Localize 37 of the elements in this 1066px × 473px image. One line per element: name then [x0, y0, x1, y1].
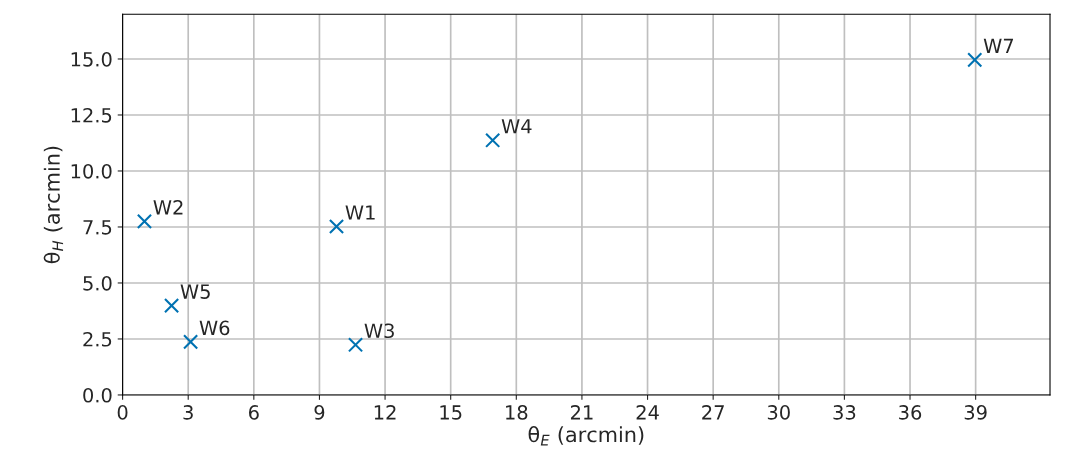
point	[485, 132, 501, 148]
point	[136, 213, 153, 229]
y-tick-label: 15.0	[71, 51, 112, 67]
annotation: W7	[983, 38, 1014, 53]
y-tick-label: 2.5	[83, 331, 112, 347]
x-tick-label: 33	[833, 405, 856, 420]
x-tick-label: 36	[899, 405, 922, 420]
point	[328, 218, 345, 235]
annotation: W4	[501, 119, 532, 134]
annotation: W1	[345, 205, 375, 220]
y-tick-label: 10.0	[71, 163, 112, 179]
x-axis-title: θ$_{E}$ (arcmin)	[528, 426, 644, 446]
annotation: W5	[180, 284, 210, 299]
x-tick-label: 39	[964, 405, 987, 420]
point	[347, 337, 364, 353]
x-tick-label: 6	[249, 405, 259, 420]
x-tick-label: 21	[570, 405, 593, 420]
point	[967, 52, 983, 68]
x-tick-label: 30	[767, 405, 790, 420]
x-tick-label: 18	[506, 405, 528, 420]
point	[163, 297, 180, 314]
x-tick-label: 9	[314, 405, 325, 420]
y-tick-label: 12.5	[71, 107, 112, 123]
x-tick-label: 12	[374, 405, 396, 420]
annotation: W3	[364, 323, 394, 339]
y-axis-title: θ$_{H}$ (arcmin)	[43, 146, 64, 264]
x-tick-label: 15	[440, 405, 462, 420]
x-tick-label: 3	[183, 405, 193, 420]
y-tick-label: 5.0	[83, 275, 112, 291]
x-tick-label: 27	[702, 405, 724, 420]
x-tick-label: 0	[117, 405, 128, 420]
point	[182, 334, 199, 350]
annotation: W2	[153, 200, 183, 215]
y-tick-label: 7.5	[83, 220, 112, 235]
y-tick-label: 0.0	[83, 387, 112, 403]
annotation: W6	[199, 320, 230, 336]
x-tick-label: 24	[636, 405, 659, 420]
